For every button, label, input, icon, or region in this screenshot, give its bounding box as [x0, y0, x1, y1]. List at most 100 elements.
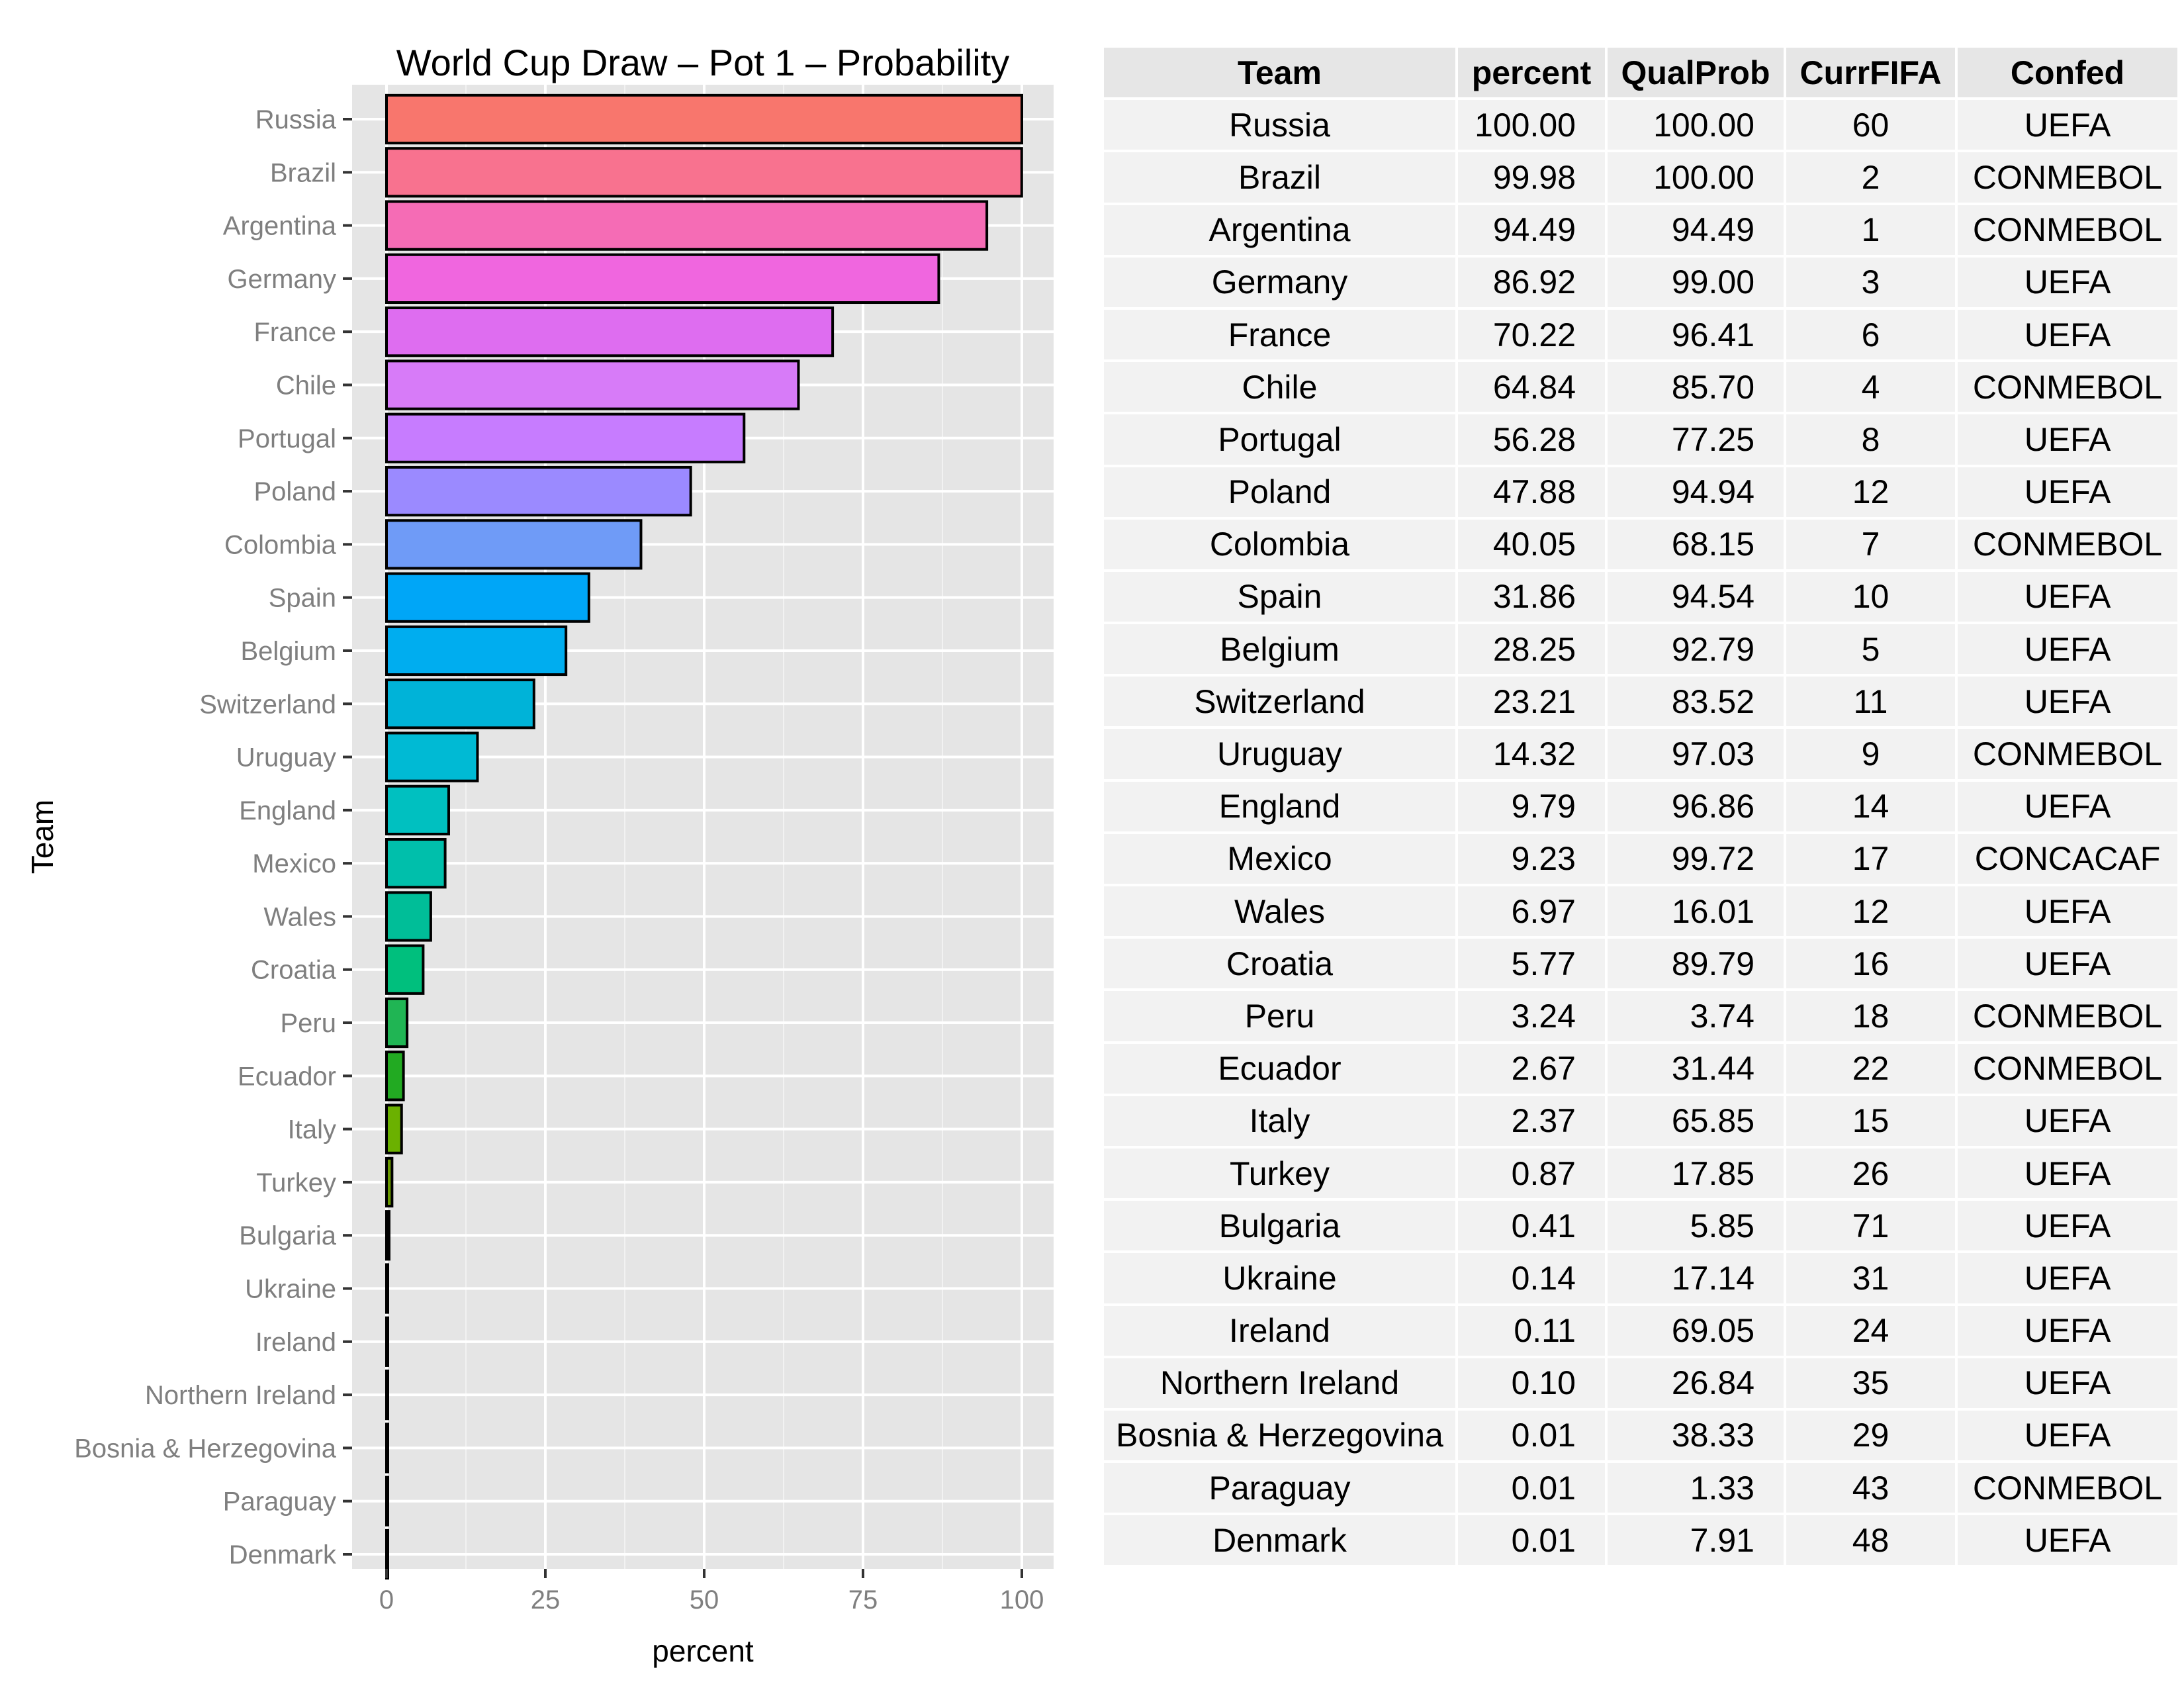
x-axis-title: percent [652, 1634, 754, 1668]
table-cell: UEFA [1955, 254, 2180, 310]
table-cell: UEFA [1955, 1303, 2180, 1358]
y-tick-label: Poland [253, 477, 336, 506]
table-cell: 83.52 [1605, 674, 1786, 729]
bar [385, 1263, 389, 1314]
table-header-cell: percent [1455, 44, 1608, 101]
table-cell: 26 [1784, 1145, 1958, 1201]
y-tick-label: Spain [269, 584, 336, 613]
bar [385, 572, 590, 623]
table-cell: Paraguay [1101, 1460, 1458, 1516]
table-header-cell: QualProb [1605, 44, 1786, 101]
bar [385, 731, 479, 782]
table-cell: UEFA [1955, 674, 2180, 729]
table-cell: Ecuador [1101, 1041, 1458, 1096]
table-row: Croatia 5.77 89.79 16 UEFA [1101, 936, 2180, 992]
table-cell: UEFA [1955, 306, 2180, 363]
y-tick-label: England [239, 796, 336, 825]
table-row: Paraguay 0.01 1.33 43 CONMEBOL [1101, 1460, 2180, 1516]
table-cell: 16.01 [1605, 883, 1786, 939]
table-cell: 10 [1784, 569, 1958, 625]
table-cell: 0.87 [1455, 1145, 1608, 1201]
table-row: Uruguay 14.32 97.03 9 CONMEBOL [1101, 726, 2180, 782]
table-cell: UEFA [1955, 464, 2180, 520]
table-cell: Bosnia & Herzegovina [1101, 1407, 1458, 1464]
table-cell: CONMEBOL [1955, 516, 2180, 572]
table-cell: 99.72 [1605, 831, 1786, 887]
table-row: Spain 31.86 94.54 10 UEFA [1101, 569, 2180, 625]
y-tick-label: Paraguay [223, 1487, 336, 1517]
table-cell: Ireland [1101, 1303, 1458, 1358]
table-cell: 71 [1784, 1198, 1958, 1254]
bar [385, 200, 989, 251]
data-table: Team percent QualProb CurrFIFA Confed Russia… [1101, 44, 2180, 1568]
table-cell: 31.44 [1605, 1041, 1786, 1096]
table-cell: 5.77 [1455, 936, 1608, 992]
table-cell: CONMEBOL [1955, 726, 2180, 782]
table-cell: 31.86 [1455, 569, 1608, 625]
table-cell: UEFA [1955, 936, 2180, 992]
y-tick-label: Portugal [238, 424, 336, 453]
table-cell: 4 [1784, 359, 1958, 415]
table-cell: CONMEBOL [1955, 202, 2180, 258]
table-cell: 0.10 [1455, 1355, 1608, 1411]
table-cell: 92.79 [1605, 622, 1786, 677]
y-tick-label: Wales [263, 902, 336, 931]
table-cell: 9.23 [1455, 831, 1608, 887]
bar-chart: Russia Brazil Argentina Germany France Chile P… [25, 42, 1054, 1668]
x-tick-label: 75 [848, 1585, 878, 1615]
table-cell: 16 [1784, 936, 1958, 992]
table-cell: 100.00 [1455, 97, 1608, 153]
table-row: Mexico 9.23 99.72 17 CONCACAF [1101, 831, 2180, 887]
table-cell: 5 [1784, 622, 1958, 677]
y-tick-label: Mexico [252, 849, 336, 878]
x-axis-ticks: 0 25 50 75 100 [379, 1569, 1044, 1615]
table-cell: UEFA [1955, 569, 2180, 625]
y-axis-title: Team [25, 800, 60, 874]
table-cell: Portugal [1101, 412, 1458, 467]
table-header-cell: Team [1101, 44, 1458, 101]
y-tick-label: Germany [228, 265, 337, 294]
table-cell: 85.70 [1605, 359, 1786, 415]
table-row: Brazil 99.98 100.00 2 CONMEBOL [1101, 150, 2180, 205]
table-cell: UEFA [1955, 622, 2180, 677]
y-tick-label: Uruguay [236, 743, 336, 773]
table-cell: 1 [1784, 202, 1958, 258]
table-cell: Brazil [1101, 150, 1458, 205]
table-cell: 43 [1784, 1460, 1958, 1516]
bar [385, 1103, 403, 1154]
table-cell: 17.85 [1605, 1145, 1786, 1201]
table-row: France 70.22 96.41 6 UEFA [1101, 306, 2180, 363]
table-row: Russia 100.00 100.00 60 UEFA [1101, 97, 2180, 153]
table-cell: 11 [1784, 674, 1958, 729]
table-cell: Chile [1101, 359, 1458, 415]
table-cell: 26.84 [1605, 1355, 1786, 1411]
y-tick-label: Peru [281, 1009, 337, 1038]
table-cell: 5.85 [1605, 1198, 1786, 1254]
table-cell: 3 [1784, 254, 1958, 310]
table-cell: Wales [1101, 883, 1458, 939]
table-row: Ukraine 0.14 17.14 31 UEFA [1101, 1250, 2180, 1306]
table-row: Argentina 94.49 94.49 1 CONMEBOL [1101, 202, 2180, 258]
table-cell: 69.05 [1605, 1303, 1786, 1358]
chart-title: World Cup Draw – Pot 1 – Probability [396, 42, 1010, 83]
table-cell: Italy [1101, 1093, 1458, 1149]
table-cell: 12 [1784, 464, 1958, 520]
y-tick-label: Turkey [256, 1168, 336, 1197]
y-tick-label: Italy [288, 1115, 336, 1145]
table-cell: Switzerland [1101, 674, 1458, 729]
table-cell: 56.28 [1455, 412, 1608, 467]
x-tick-label: 0 [379, 1585, 394, 1615]
table-row: Denmark 0.01 7.91 48 UEFA [1101, 1513, 2180, 1568]
bar [385, 359, 800, 410]
table-cell: 6 [1784, 306, 1958, 363]
bar [385, 1051, 405, 1102]
bar [385, 253, 940, 305]
y-tick-label: Ukraine [245, 1275, 336, 1304]
table-cell: Northern Ireland [1101, 1355, 1458, 1411]
table-row: Switzerland 23.21 83.52 11 UEFA [1101, 674, 2180, 729]
table-cell: 29 [1784, 1407, 1958, 1464]
bar [385, 1369, 389, 1421]
table-cell: 94.49 [1455, 202, 1608, 258]
table-cell: 96.41 [1605, 306, 1786, 363]
bar [385, 147, 1023, 198]
